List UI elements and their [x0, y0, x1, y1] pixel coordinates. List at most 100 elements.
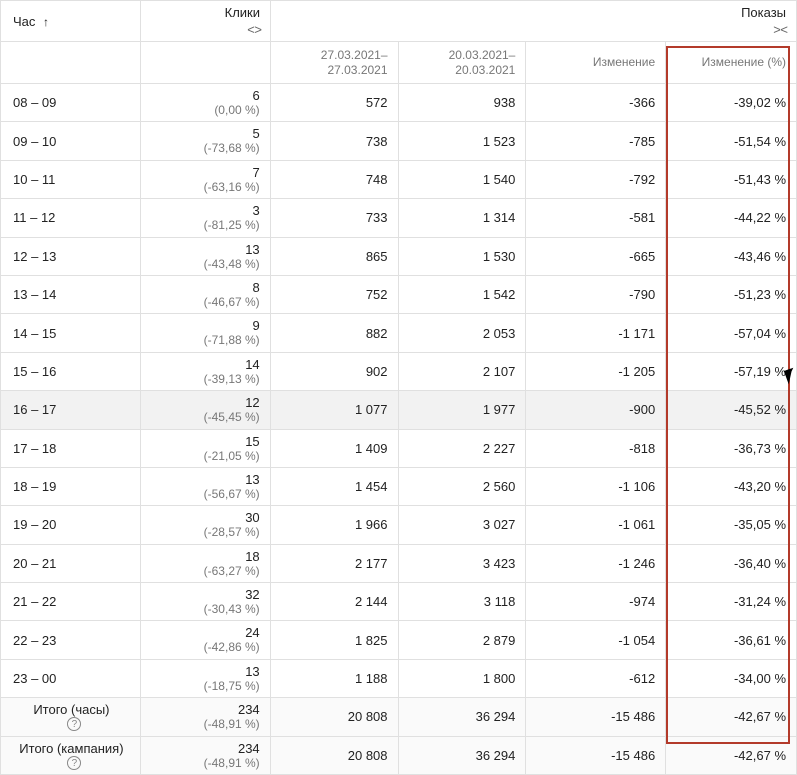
cell-clicks: 30(-28,57 %) [141, 506, 271, 543]
table-row[interactable]: 17 – 1815(-21,05 %)1 4092 227-818-36,73 … [1, 430, 797, 468]
col-header-hour[interactable]: Час ↑ [1, 1, 141, 41]
table-row[interactable]: 15 – 1614(-39,13 %)9022 107-1 205-57,19 … [1, 353, 797, 391]
chg-value: -1 106 [618, 479, 655, 494]
p1-value: 1 077 [355, 402, 388, 417]
p1-value: 902 [366, 364, 388, 379]
cell-clicks: 234(-48,91 %) [141, 698, 271, 735]
clicks-value: 13 [245, 472, 259, 487]
table-row[interactable]: 19 – 2030(-28,57 %)1 9663 027-1 061-35,0… [1, 506, 797, 544]
cell-hour: 17 – 18 [1, 430, 141, 467]
p2-value: 1 977 [483, 402, 516, 417]
clicks-value: 13 [245, 242, 259, 257]
table-row[interactable]: 22 – 2324(-42,86 %)1 8252 879-1 054-36,6… [1, 621, 797, 659]
total-row: Итого (часы)?234(-48,91 %)20 80836 294-1… [1, 698, 797, 736]
cell-change: -818 [526, 430, 666, 467]
cell-changepct: -44,22 % [666, 199, 797, 236]
table-row[interactable]: 21 – 2232(-30,43 %)2 1443 118-974-31,24 … [1, 583, 797, 621]
p1-value: 865 [366, 249, 388, 264]
cell-hour: 14 – 15 [1, 314, 141, 351]
p2-value: 3 118 [484, 594, 516, 609]
cell-hour: 10 – 11 [1, 161, 141, 198]
expand-icon[interactable]: < > [247, 22, 260, 37]
col-header-impressions[interactable]: Показы > < [271, 1, 796, 41]
cell-change: -974 [526, 583, 666, 620]
clicks-value: 5 [252, 126, 259, 141]
cell-change: -1 171 [526, 314, 666, 351]
chg-value: -818 [629, 441, 655, 456]
p1-value: 1 966 [355, 517, 388, 532]
col-header-changepct[interactable]: Изменение (%) [666, 42, 797, 83]
hour-text: 13 – 14 [13, 287, 56, 302]
cell-change: -1 246 [526, 545, 666, 582]
cell-hour: 15 – 16 [1, 353, 141, 390]
p1-value: 20 808 [348, 748, 388, 763]
chgpct-value: -45,52 % [734, 402, 786, 417]
col-header-change[interactable]: Изменение [526, 42, 666, 83]
help-icon[interactable]: ? [67, 717, 81, 731]
chg-value: -1 171 [618, 326, 655, 341]
cell-hour: 12 – 13 [1, 238, 141, 275]
table-row[interactable]: 23 – 0013(-18,75 %)1 1881 800-612-34,00 … [1, 660, 797, 698]
clicks-value: 8 [252, 280, 259, 295]
clicks-pct: (-28,57 %) [204, 525, 260, 539]
p1-value: 1 825 [355, 633, 388, 648]
collapse-icon[interactable]: > < [773, 22, 786, 37]
p2-value: 1 800 [483, 671, 516, 686]
clicks-pct: (-21,05 %) [204, 449, 260, 463]
col-header-period2[interactable]: 20.03.2021– 20.03.2021 [399, 42, 527, 83]
total-label-text: Итого (кампания) [19, 741, 123, 756]
table-row[interactable]: 09 – 105(-73,68 %)7381 523-785-51,54 % [1, 122, 797, 160]
cell-changepct: -43,46 % [666, 238, 797, 275]
p1-value: 748 [366, 172, 388, 187]
cell-period1: 20 808 [271, 698, 399, 735]
p1-value: 2 177 [355, 556, 388, 571]
cell-changepct: -43,20 % [666, 468, 797, 505]
period1-label: 27.03.2021– 27.03.2021 [321, 48, 388, 77]
clicks-value: 14 [245, 357, 259, 372]
table-row[interactable]: 20 – 2118(-63,27 %)2 1773 423-1 246-36,4… [1, 545, 797, 583]
chgpct-value: -39,02 % [734, 95, 786, 110]
table-row[interactable]: 11 – 123(-81,25 %)7331 314-581-44,22 % [1, 199, 797, 237]
cell-clicks: 13(-56,67 %) [141, 468, 271, 505]
table-row[interactable]: 18 – 1913(-56,67 %)1 4542 560-1 106-43,2… [1, 468, 797, 506]
cell-period2: 2 879 [399, 621, 527, 658]
total-row: Итого (кампания)?234(-48,91 %)20 80836 2… [1, 737, 797, 775]
help-icon[interactable]: ? [67, 756, 81, 770]
p2-value: 36 294 [476, 709, 516, 724]
cell-hour: 19 – 20 [1, 506, 141, 543]
table-row[interactable]: 14 – 159(-71,88 %)8822 053-1 171-57,04 % [1, 314, 797, 352]
clicks-value: 3 [252, 203, 259, 218]
p2-value: 2 107 [483, 364, 516, 379]
chg-value: -900 [629, 402, 655, 417]
cell-period2: 1 800 [399, 660, 527, 697]
table-row[interactable]: 13 – 148(-46,67 %)7521 542-790-51,23 % [1, 276, 797, 314]
chg-value: -1 054 [618, 633, 655, 648]
table-row[interactable]: 16 – 1712(-45,45 %)1 0771 977-900-45,52 … [1, 391, 797, 429]
cell-period1: 865 [271, 238, 399, 275]
hour-text: 21 – 22 [13, 594, 56, 609]
cell-change: -790 [526, 276, 666, 313]
clicks-label: Клики [225, 5, 260, 20]
hour-text: 10 – 11 [13, 172, 55, 187]
table-row[interactable]: 12 – 1313(-43,48 %)8651 530-665-43,46 % [1, 238, 797, 276]
table-row[interactable]: 08 – 096(0,00 %)572938-366-39,02 % [1, 84, 797, 122]
clicks-value: 32 [245, 587, 259, 602]
cell-changepct: -51,43 % [666, 161, 797, 198]
chgpct-value: -51,54 % [734, 134, 786, 149]
hour-text: 12 – 13 [13, 249, 56, 264]
table-row[interactable]: 10 – 117(-63,16 %)7481 540-792-51,43 % [1, 161, 797, 199]
cell-clicks: 13(-18,75 %) [141, 660, 271, 697]
clicks-pct: (-45,45 %) [204, 410, 260, 424]
col-header-period1[interactable]: 27.03.2021– 27.03.2021 [271, 42, 399, 83]
chg-value: -15 486 [611, 748, 655, 763]
p2-value: 1 523 [483, 134, 516, 149]
col-header-clicks[interactable]: Клики < > [141, 1, 271, 41]
change-label: Изменение [593, 55, 655, 69]
cell-change: -1 106 [526, 468, 666, 505]
hour-text: 22 – 23 [13, 633, 56, 648]
chg-value: -785 [629, 134, 655, 149]
clicks-value: 13 [245, 664, 259, 679]
cell-hour: 08 – 09 [1, 84, 141, 121]
subheader-clicks [141, 42, 271, 83]
clicks-value: 9 [252, 318, 259, 333]
